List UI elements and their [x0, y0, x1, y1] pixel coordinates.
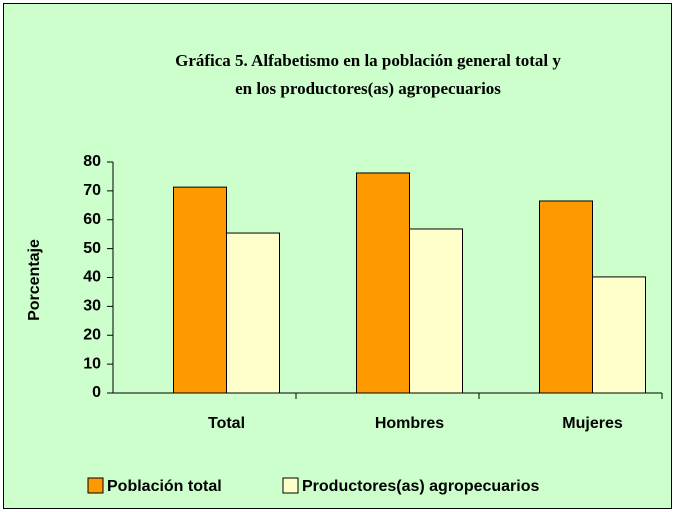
y-tick-label: 50: [83, 240, 101, 257]
y-tick-label: 60: [83, 211, 101, 228]
y-axis-title: Porcentaje: [26, 239, 43, 321]
y-tick-label: 70: [83, 182, 101, 199]
legend-label: Productores(as) agropecuarios: [302, 478, 540, 495]
y-tick-label: 80: [83, 153, 101, 170]
y-tick-label: 30: [83, 298, 101, 315]
bar: [226, 232, 280, 394]
bar: [409, 228, 463, 394]
y-tick-label: 40: [83, 269, 101, 286]
x-tick-label: Hombres: [375, 415, 444, 432]
legend-label: Población total: [107, 478, 222, 495]
chart-title: Gráfica 5. Alfabetismo en la población g…: [175, 51, 561, 70]
bar: [173, 186, 227, 394]
y-tick-label: 20: [83, 326, 101, 343]
x-tick-label: Mujeres: [562, 415, 623, 432]
bar: [539, 200, 593, 394]
bar: [592, 276, 646, 394]
y-tick-label: 0: [92, 384, 101, 401]
legend-swatch: [282, 477, 299, 494]
y-tick-label: 10: [83, 355, 101, 372]
legend-swatch: [87, 477, 104, 494]
chart-title: en los productores(as) agropecuarios: [235, 79, 501, 98]
bar: [356, 172, 410, 394]
x-tick-label: Total: [208, 415, 245, 432]
